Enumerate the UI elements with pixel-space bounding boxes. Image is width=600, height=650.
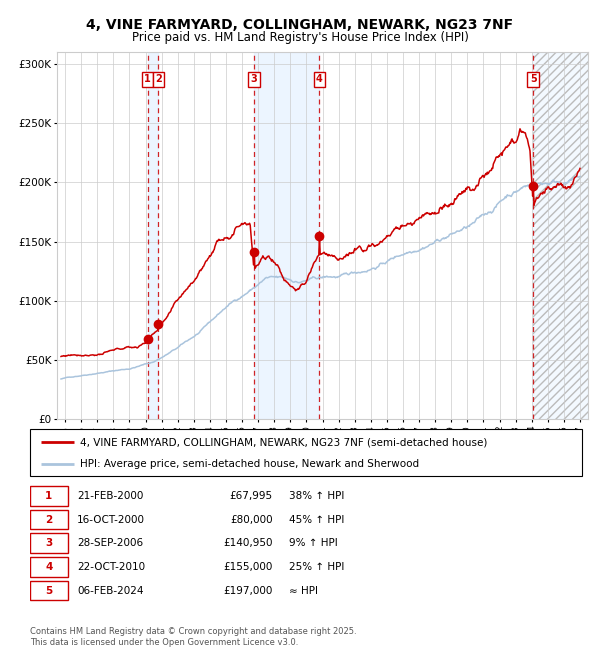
Text: 5: 5 (45, 586, 52, 595)
Bar (254, 52, 319, 419)
Text: 38% ↑ HPI: 38% ↑ HPI (289, 491, 345, 501)
Text: 22-OCT-2010: 22-OCT-2010 (77, 562, 145, 572)
Text: 28-SEP-2006: 28-SEP-2006 (77, 538, 143, 548)
Text: 4, VINE FARMYARD, COLLINGHAM, NEWARK, NG23 7NF: 4, VINE FARMYARD, COLLINGHAM, NEWARK, NG… (86, 18, 514, 32)
Text: 2: 2 (155, 74, 162, 85)
Text: 4: 4 (316, 74, 323, 85)
FancyBboxPatch shape (30, 486, 68, 506)
Text: 4, VINE FARMYARD, COLLINGHAM, NEWARK, NG23 7NF (semi-detached house): 4, VINE FARMYARD, COLLINGHAM, NEWARK, NG… (80, 437, 487, 447)
Bar (148, 52, 158, 419)
Bar (533, 52, 588, 419)
Text: £197,000: £197,000 (224, 586, 273, 595)
Text: 3: 3 (251, 74, 257, 85)
Bar (533, 52, 588, 419)
Text: 9% ↑ HPI: 9% ↑ HPI (289, 538, 338, 548)
Text: ≈ HPI: ≈ HPI (289, 586, 319, 595)
Text: Contains HM Land Registry data © Crown copyright and database right 2025.
This d: Contains HM Land Registry data © Crown c… (30, 627, 356, 647)
FancyBboxPatch shape (30, 510, 68, 530)
Text: £80,000: £80,000 (230, 515, 273, 525)
FancyBboxPatch shape (30, 533, 68, 553)
Text: 1: 1 (45, 491, 52, 501)
Text: 3: 3 (45, 538, 52, 548)
Text: £140,950: £140,950 (223, 538, 273, 548)
Text: 4: 4 (45, 562, 52, 572)
Text: 5: 5 (530, 74, 536, 85)
FancyBboxPatch shape (30, 580, 68, 601)
FancyBboxPatch shape (30, 557, 68, 577)
FancyBboxPatch shape (30, 429, 582, 476)
Text: 21-FEB-2000: 21-FEB-2000 (77, 491, 143, 501)
Text: 45% ↑ HPI: 45% ↑ HPI (289, 515, 345, 525)
Text: 1: 1 (144, 74, 151, 85)
Text: 16-OCT-2000: 16-OCT-2000 (77, 515, 145, 525)
Text: Price paid vs. HM Land Registry's House Price Index (HPI): Price paid vs. HM Land Registry's House … (131, 31, 469, 44)
Text: 06-FEB-2024: 06-FEB-2024 (77, 586, 143, 595)
Text: £155,000: £155,000 (224, 562, 273, 572)
Text: HPI: Average price, semi-detached house, Newark and Sherwood: HPI: Average price, semi-detached house,… (80, 459, 419, 469)
Text: 25% ↑ HPI: 25% ↑ HPI (289, 562, 345, 572)
Text: £67,995: £67,995 (230, 491, 273, 501)
Text: 2: 2 (45, 515, 52, 525)
